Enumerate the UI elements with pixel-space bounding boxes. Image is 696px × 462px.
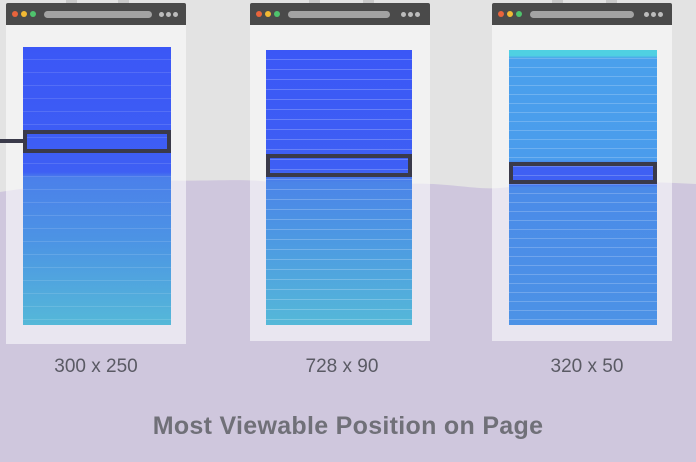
- title-bar: [250, 3, 430, 25]
- ellipsis-menu-icon: [401, 12, 406, 17]
- ellipsis-menu-icon: [173, 12, 178, 17]
- minimize-dot-icon: [265, 11, 271, 17]
- title-bar: [492, 3, 672, 25]
- content-lines: [266, 50, 412, 325]
- close-dot-icon: [256, 11, 262, 17]
- title-bar: [6, 3, 186, 25]
- maximize-dot-icon: [30, 11, 36, 17]
- ellipsis-menu-icon: [415, 12, 420, 17]
- ad-slot-highlight: [509, 162, 657, 184]
- page-content: [23, 47, 171, 325]
- size-label-320x50: 320 x 50: [550, 356, 624, 377]
- content-lines: [509, 50, 657, 325]
- size-label-300x250: 300 x 250: [54, 356, 138, 377]
- browser-window-320x50: [492, 3, 672, 341]
- size-label-728x90: 728 x 90: [305, 356, 379, 377]
- maximize-dot-icon: [274, 11, 280, 17]
- ad-slot-highlight: [266, 154, 412, 177]
- address-bar: [44, 11, 152, 18]
- ad-slot-highlight: [23, 130, 171, 153]
- close-dot-icon: [12, 11, 18, 17]
- ellipsis-menu-icon: [658, 12, 663, 17]
- close-dot-icon: [498, 11, 504, 17]
- maximize-dot-icon: [516, 11, 522, 17]
- ellipsis-menu-icon: [166, 12, 171, 17]
- ellipsis-menu-icon: [159, 12, 164, 17]
- diagram-caption: Most Viewable Position on Page: [152, 412, 544, 440]
- page-content: [509, 50, 657, 325]
- ellipsis-menu-icon: [644, 12, 649, 17]
- browser-window-728x90: [250, 3, 430, 341]
- address-bar: [530, 11, 634, 18]
- minimize-dot-icon: [507, 11, 513, 17]
- ellipsis-menu-icon: [408, 12, 413, 17]
- minimize-dot-icon: [21, 11, 27, 17]
- content-lines: [23, 47, 171, 325]
- ellipsis-menu-icon: [651, 12, 656, 17]
- ad-slot-pointer: [0, 139, 24, 143]
- page-content: [266, 50, 412, 325]
- address-bar: [288, 11, 390, 18]
- browser-window-300x250: [6, 3, 186, 344]
